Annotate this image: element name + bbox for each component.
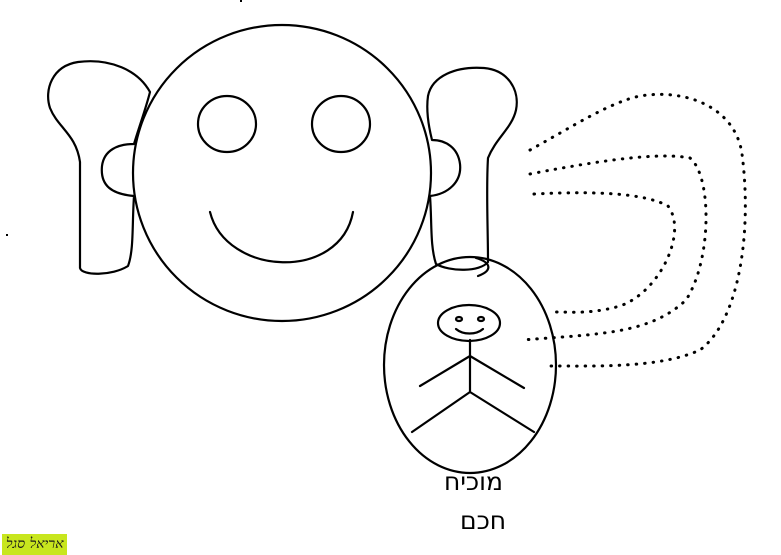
left-ear xyxy=(47,60,152,275)
ear-connector xyxy=(474,256,490,278)
caption-line-2: חכם xyxy=(460,506,507,535)
stick-figure-eye-left xyxy=(454,315,464,323)
mouth-smile xyxy=(208,210,355,264)
caption-line-1: מוכיח xyxy=(444,467,503,496)
stick-figure-eye-right xyxy=(476,315,486,323)
stick-figure-body xyxy=(410,338,536,434)
stray-dot xyxy=(240,0,242,2)
right-ear xyxy=(426,66,518,271)
right-eye xyxy=(310,94,372,154)
sound-wave-middle xyxy=(520,154,708,342)
left-eye xyxy=(196,94,258,154)
stray-dot xyxy=(6,234,8,236)
sound-wave-outer xyxy=(528,92,747,368)
signature-label: אריאל סגל xyxy=(2,534,68,555)
stick-figure-mouth xyxy=(454,327,485,335)
thought-bubble xyxy=(382,255,558,475)
dotted-sound-waves xyxy=(520,92,747,368)
sound-wave-inner xyxy=(532,191,677,314)
face-circle xyxy=(131,23,433,323)
stick-figure-head xyxy=(436,303,502,343)
